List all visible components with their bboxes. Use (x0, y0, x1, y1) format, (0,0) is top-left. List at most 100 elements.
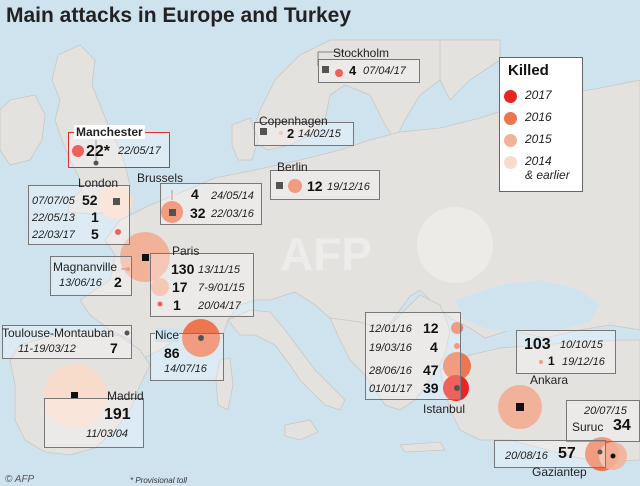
legend-label-2015: 2015 (525, 132, 552, 146)
legend-item-2017: 2017 (504, 88, 552, 103)
box-london (28, 185, 130, 245)
legend-title: Killed (508, 62, 549, 79)
land-finland (439, 39, 501, 101)
killed-paris-3: 1 (173, 297, 181, 313)
marker-madrid (71, 392, 78, 399)
killed-ankara-1: 103 (524, 336, 551, 353)
date-stockholm: 07/04/17 (363, 65, 406, 77)
box-magnanville (50, 256, 132, 296)
killed-madrid: 191 (104, 406, 131, 423)
date-istanbul-2: 19/03/16 (369, 342, 412, 354)
circle-london-2017 (115, 229, 121, 235)
killed-london-2: 1 (91, 209, 99, 225)
land-balkans (329, 294, 451, 411)
killed-stockholm: 4 (349, 63, 357, 78)
label-berlin: Berlin (277, 160, 308, 174)
credit: © AFP (5, 474, 35, 485)
circle-berlin (288, 179, 302, 193)
date-nice: 14/07/16 (164, 363, 207, 375)
killed-istanbul-4: 39 (423, 380, 439, 396)
label-ankara: Ankara (530, 373, 569, 387)
label-stockholm: Stockholm (333, 46, 390, 60)
label-gaziantep: Gaziantep (532, 465, 587, 479)
date-gaziantep: 20/08/16 (505, 450, 548, 462)
circle-paris-2017 (157, 301, 163, 307)
killed-berlin: 12 (307, 178, 323, 194)
map-title: Main attacks in Europe and Turkey (6, 4, 352, 27)
circle-istanbul-47 (443, 352, 471, 380)
date-london-1: 07/07/05 (32, 195, 75, 207)
label-manchester: Manchester (74, 125, 145, 139)
date-istanbul-4: 01/01/17 (369, 383, 412, 395)
box-paris (150, 253, 254, 317)
killed-paris-2: 17 (172, 279, 188, 295)
label-toulouse: Toulouse-Montauban (2, 326, 115, 340)
box-copenhagen (254, 122, 354, 146)
marker-gaziantep (597, 449, 603, 455)
date-ankara-2: 19/12/16 (562, 356, 605, 368)
killed-toulouse: 7 (110, 340, 118, 356)
legend-item-2014: 2014 & earlier (504, 154, 570, 182)
label-london: London (78, 176, 119, 190)
date-london-2: 22/05/13 (32, 212, 75, 224)
marker-stockholm (322, 66, 329, 73)
date-istanbul-3: 28/06/16 (369, 365, 412, 377)
killed-brussels-1: 4 (191, 186, 199, 202)
legend-label-2014: 2014 & earlier (525, 154, 570, 182)
legend-dot-2016 (504, 112, 517, 125)
label-copenhagen: Copenhagen (259, 114, 328, 128)
marker-copenhagen (260, 128, 267, 135)
date-copenhagen: 14/02/15 (298, 128, 341, 140)
box-suruc (566, 400, 640, 442)
killed-istanbul-2: 4 (430, 339, 438, 355)
box-ankara (516, 330, 616, 374)
label-madrid: Madrid (107, 389, 144, 403)
box-madrid (44, 398, 144, 448)
legend-dot-2015 (504, 134, 517, 147)
killed-magnanville: 2 (114, 274, 122, 290)
label-paris: Paris (172, 244, 200, 258)
legend: Killed 2017 2016 2015 2014 & earlier (499, 57, 583, 192)
legend-label-2017: 2017 (525, 88, 552, 102)
footnote: * Provisional toll (130, 476, 187, 485)
marker-nice (198, 335, 204, 341)
killed-paris-1: 130 (171, 261, 195, 277)
legend-dot-2017 (504, 90, 517, 103)
marker-istanbul (454, 385, 460, 391)
land-sicily (284, 419, 319, 441)
date-madrid: 11/03/04 (86, 428, 129, 440)
marker-suruc (610, 453, 616, 459)
box-toulouse (2, 325, 132, 359)
circle-copenhagen (279, 131, 283, 135)
date-magnanville: 13/06/16 (59, 277, 102, 289)
marker-ankara (516, 403, 524, 411)
circle-magnanville (126, 267, 130, 271)
killed-istanbul-3: 47 (423, 362, 439, 378)
marker-toulouse (124, 330, 130, 336)
legend-dot-2014 (504, 156, 517, 169)
land-ireland (0, 94, 46, 166)
circle-ankara-2016 (539, 360, 543, 364)
land-italy (227, 309, 346, 411)
date-london-3: 22/03/17 (32, 229, 75, 241)
date-paris-1: 13/11/15 (198, 264, 241, 276)
label-brussels: Brussels (137, 171, 184, 185)
date-istanbul-1: 12/01/16 (369, 323, 412, 335)
label-suruc: Suruc (572, 420, 604, 434)
legend-item-2016: 2016 (504, 110, 552, 125)
box-gaziantep (494, 440, 606, 468)
legend-label-2016: 2016 (525, 110, 552, 124)
date-suruc: 20/07/15 (584, 405, 627, 417)
date-brussels-1: 24/05/14 (211, 190, 254, 202)
afp-watermark-ball (417, 207, 493, 283)
land-crete (399, 441, 446, 453)
box-brussels (160, 183, 262, 225)
marker-manchester (93, 160, 99, 166)
killed-gaziantep: 57 (558, 445, 576, 462)
killed-ankara-2: 1 (548, 354, 555, 368)
label-istanbul: Istanbul (423, 402, 466, 416)
box-berlin (270, 170, 380, 200)
circle-manchester (72, 145, 84, 157)
killed-istanbul-1: 12 (423, 320, 439, 336)
date-paris-2: 7-9/01/15 (198, 282, 245, 294)
